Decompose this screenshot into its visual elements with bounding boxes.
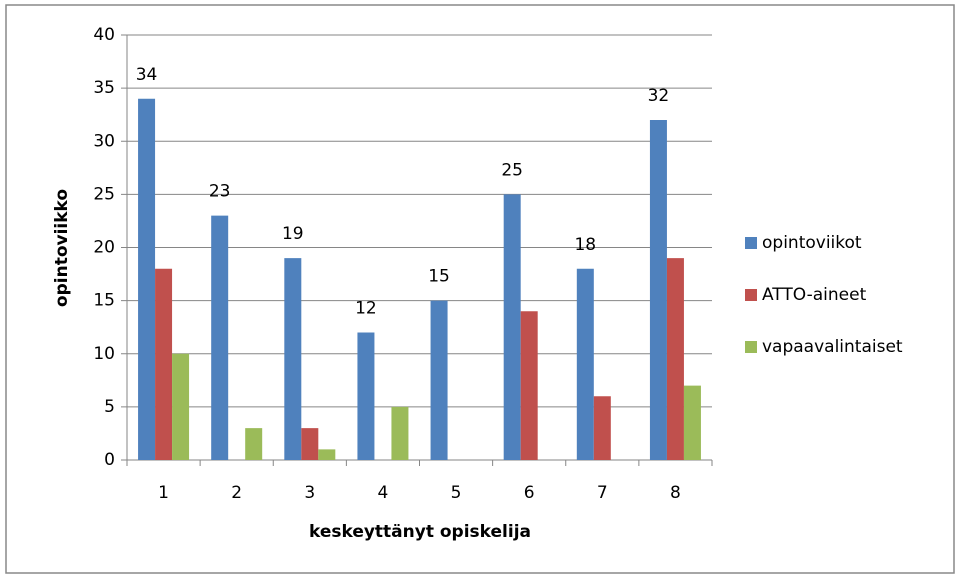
- legend-label: opintoviikot: [762, 233, 862, 253]
- y-tick-label: 15: [93, 291, 115, 311]
- bar: [284, 258, 302, 460]
- bar: [593, 396, 611, 460]
- data-label: 15: [428, 267, 450, 287]
- bar: [155, 268, 173, 460]
- x-tick-label: 1: [158, 483, 169, 503]
- bar: [172, 353, 190, 460]
- legend-label: vapaavalintaiset: [762, 337, 903, 357]
- y-tick-label: 20: [93, 238, 115, 258]
- x-tick-label: 7: [597, 483, 608, 503]
- x-axis-title: keskeyttänyt opiskelija: [309, 522, 531, 542]
- bar: [138, 98, 156, 460]
- y-tick-label: 0: [104, 450, 115, 470]
- x-tick-label: 2: [231, 483, 242, 503]
- y-tick-label: 35: [93, 78, 115, 98]
- data-label: 19: [282, 224, 304, 244]
- x-tick-label: 3: [304, 483, 315, 503]
- data-label: 18: [574, 235, 596, 255]
- bar: [357, 332, 375, 460]
- data-label: 25: [501, 160, 523, 180]
- bar: [318, 449, 336, 460]
- legend-swatch: [745, 289, 757, 301]
- data-label: 34: [136, 65, 158, 85]
- bar: [430, 300, 448, 460]
- y-tick-label: 40: [93, 25, 115, 45]
- bar: [666, 258, 684, 460]
- data-label: 32: [648, 86, 670, 106]
- x-tick-label: 6: [524, 483, 535, 503]
- y-axis-title: opintoviikko: [52, 189, 72, 307]
- x-tick-label: 8: [670, 483, 681, 503]
- bar: [683, 385, 701, 460]
- y-tick-label: 10: [93, 344, 115, 364]
- x-tick-label: 4: [378, 483, 389, 503]
- legend-label: ATTO-aineet: [762, 285, 867, 305]
- data-label: 12: [355, 299, 377, 319]
- bar: [211, 215, 229, 460]
- bar: [576, 268, 594, 460]
- bar: [391, 406, 409, 460]
- y-tick-label: 25: [93, 184, 115, 204]
- bar: [649, 120, 667, 460]
- legend-swatch: [745, 341, 757, 353]
- y-tick-label: 30: [93, 131, 115, 151]
- bar: [245, 428, 263, 460]
- y-tick-label: 5: [104, 397, 115, 417]
- data-label: 23: [209, 182, 231, 202]
- bar: [503, 194, 521, 460]
- bar: [301, 428, 319, 460]
- bar: [520, 311, 538, 460]
- legend-swatch: [745, 237, 757, 249]
- x-tick-label: 5: [451, 483, 462, 503]
